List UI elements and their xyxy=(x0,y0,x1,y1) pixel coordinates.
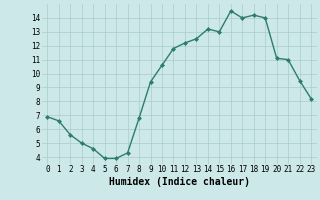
X-axis label: Humidex (Indice chaleur): Humidex (Indice chaleur) xyxy=(109,177,250,187)
